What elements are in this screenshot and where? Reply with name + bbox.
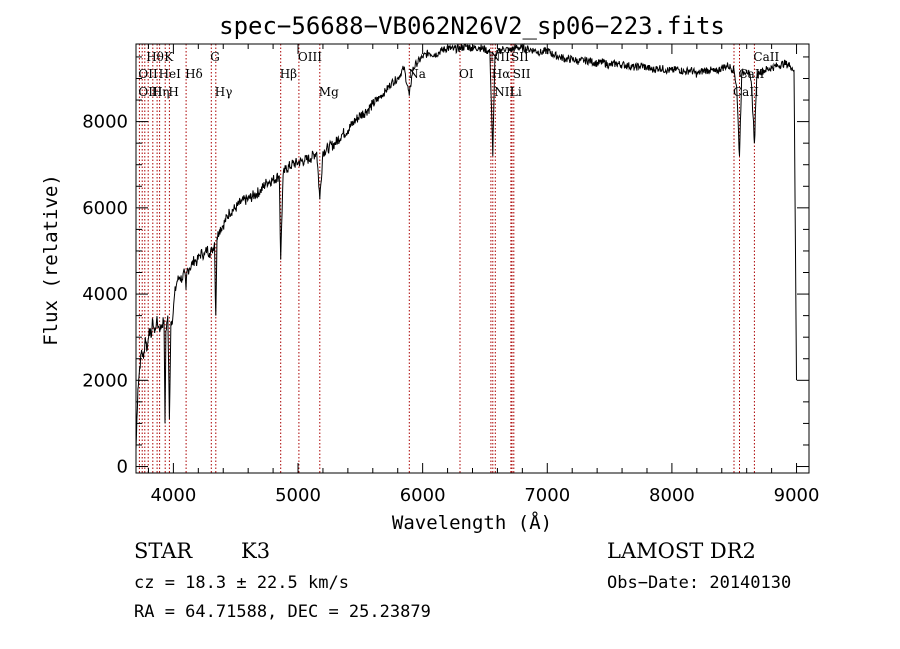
y-tick-label: 2000 [82,370,128,391]
line-label: Na [408,67,426,81]
x-tick-label: 6000 [400,485,446,506]
redshift-text: cz = 18.3 ± 22.5 km/s [134,573,349,593]
line-label: SII [513,67,531,81]
y-tick-label: 0 [117,457,128,478]
line-label: K [164,50,174,64]
line-label: Hγ [215,85,233,99]
spectral-line-markers [138,44,755,473]
line-label: Hη [152,85,170,99]
line-label: Hδ [185,67,203,81]
x-tick-label: 4000 [150,485,196,506]
line-label: Mg [319,85,339,99]
coordinates-text: RA = 64.71588, DEC = 25.23879 [134,602,431,622]
line-label: CaII [753,50,779,64]
line-label: OIII [298,50,322,64]
x-tick-label: 9000 [774,485,820,506]
line-label: Hθ [146,50,164,64]
y-tick-label: 4000 [82,284,128,305]
line-label: Li [510,85,522,99]
class-label: STAR [134,539,193,563]
line-label: HeI [159,67,182,81]
x-tick-label: 8000 [649,485,695,506]
survey-label: LAMOST DR2 [607,539,756,563]
line-label: NII [494,85,514,99]
line-label: G [210,50,220,64]
y-tick-label: 8000 [82,112,128,133]
line-label: H [168,85,178,99]
line-label: OII [138,67,158,81]
chart-title: spec−56688−VB062N26V2_sp06−223.fits [219,12,725,40]
y-tick-label: 6000 [82,198,128,219]
line-label: SII [511,50,529,64]
line-label: OI [459,67,474,81]
plot-frame [135,43,810,474]
subclass-label: K3 [241,539,271,563]
x-tick-label: 7000 [524,485,570,506]
x-axis-label: Wavelength (Å) [392,511,552,534]
y-axis-label: Flux (relative) [40,174,62,346]
x-tick-label: 5000 [275,485,321,506]
line-label: OIII [138,85,162,99]
obs-date-text: Obs−Date: 20140130 [607,573,792,593]
axis-ticks: 4000 5000 6000 7000 8000 9000 0 2000 4000 6000 800… [82,44,819,506]
spectrum-series [135,42,797,450]
line-label: Hα [492,67,511,81]
line-label: Hβ [280,67,297,81]
spectrum-line [135,42,797,450]
